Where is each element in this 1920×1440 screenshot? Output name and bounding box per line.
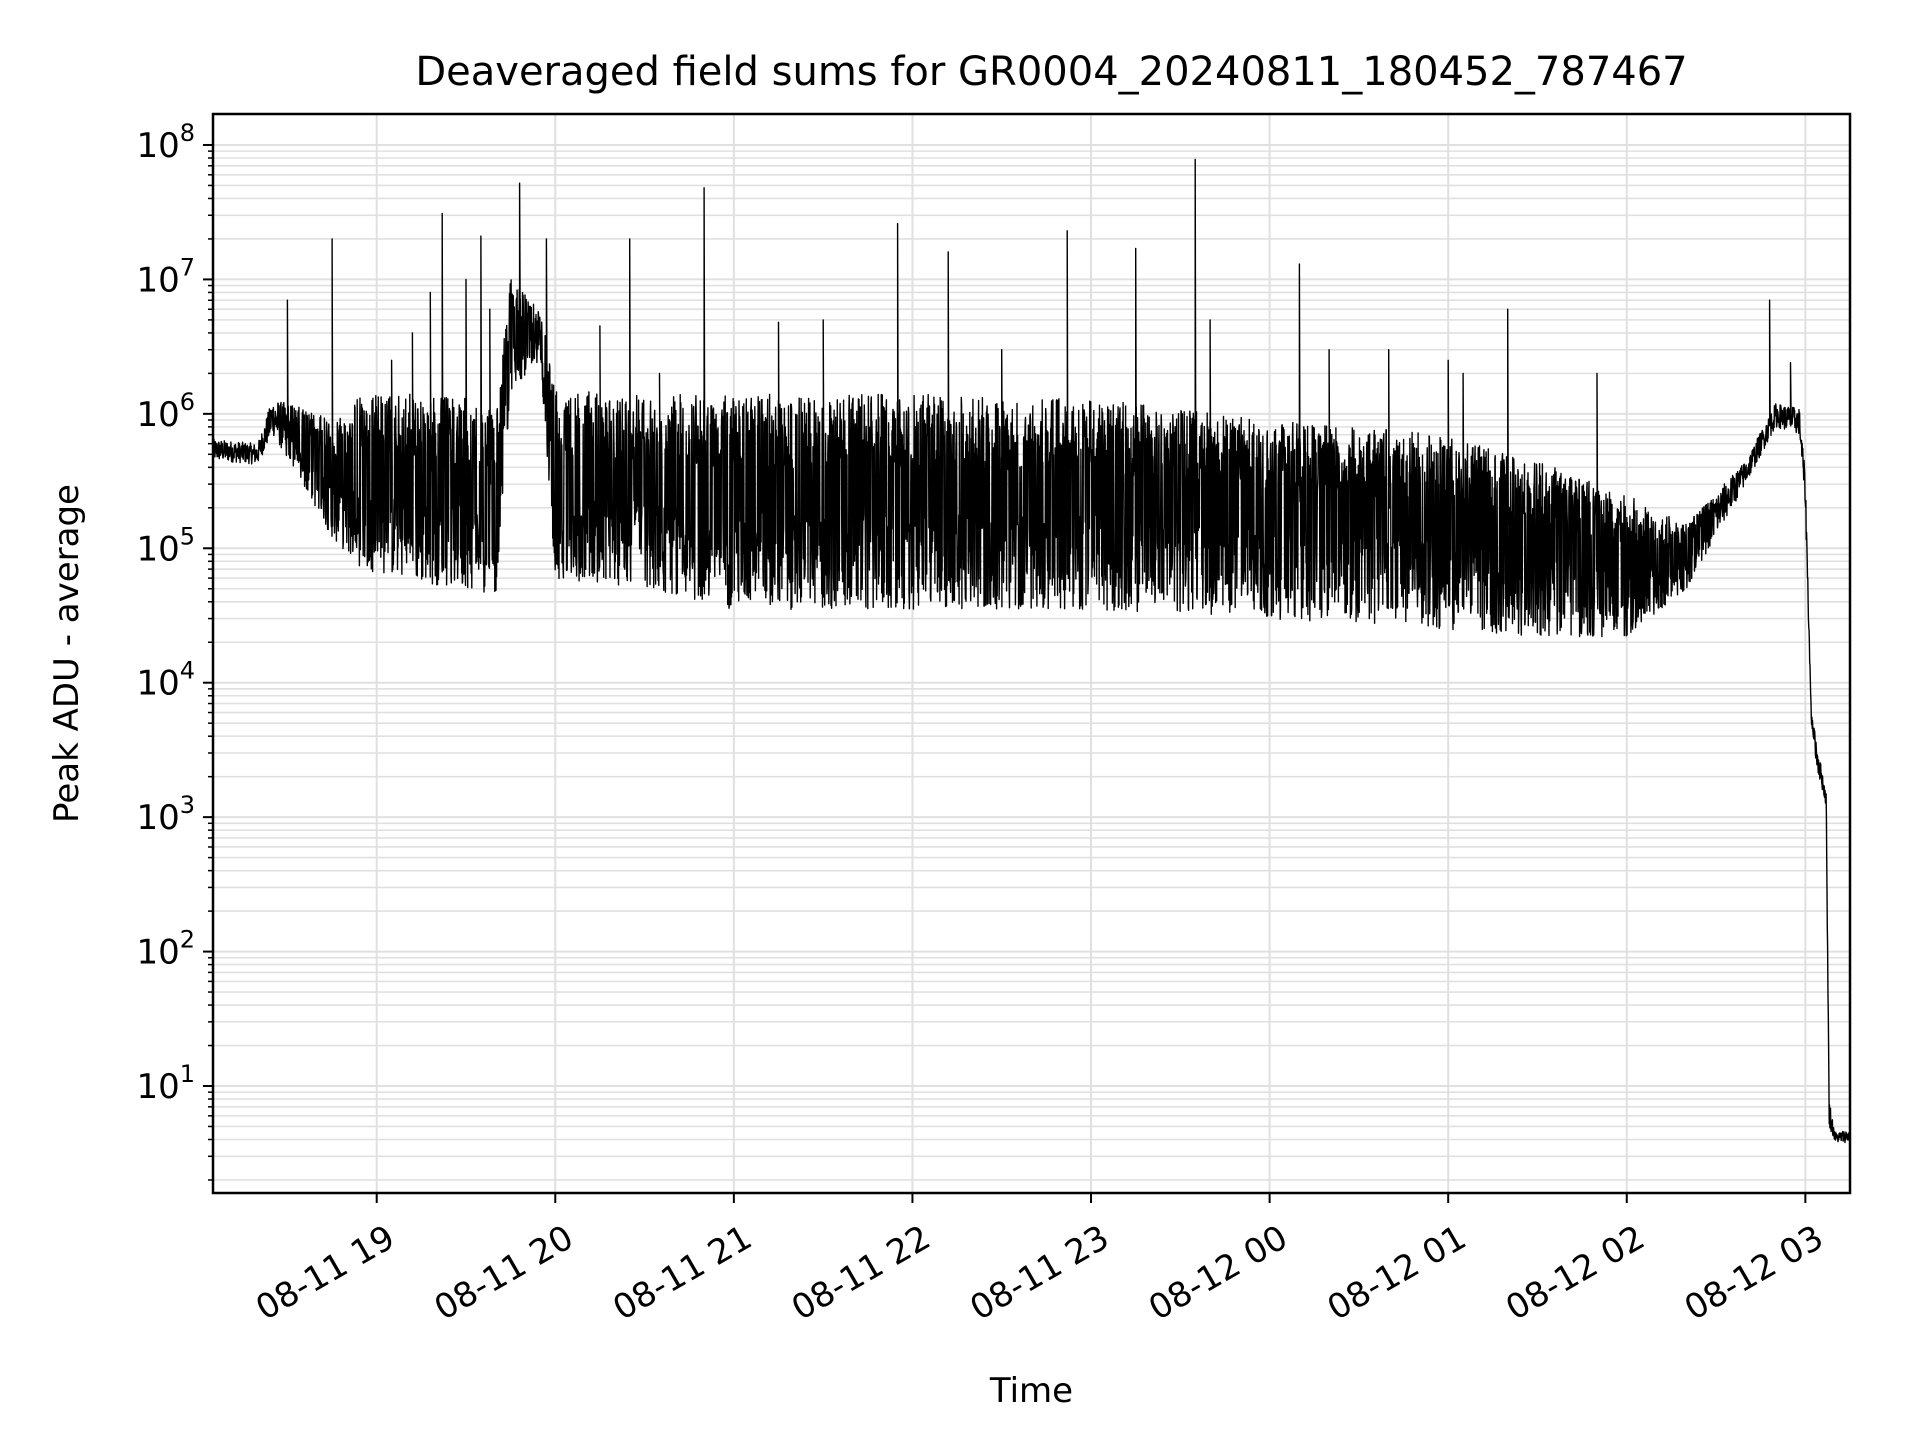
y-tick-label: 107 xyxy=(136,253,195,300)
y-tick-label: 102 xyxy=(136,926,195,973)
series-line xyxy=(212,158,1851,1144)
y-axis-ticks: 101 102 103 104 105 106 107 108 xyxy=(136,119,213,1181)
plot-frame xyxy=(211,112,1852,1195)
x-axis-label: Time xyxy=(989,1371,1073,1411)
y-tick-label: 108 xyxy=(136,119,195,166)
y-tick-label: 103 xyxy=(136,791,195,838)
grid-lines xyxy=(213,114,1850,1193)
data-layer xyxy=(212,158,1851,1144)
y-axis-label: Peak ADU - average xyxy=(47,484,87,823)
y-tick-label: 105 xyxy=(136,522,195,569)
y-tick-label: 101 xyxy=(136,1060,195,1107)
chart-title: Deaveraged field sums for GR0004_2024081… xyxy=(415,49,1687,95)
y-tick-label: 106 xyxy=(136,388,195,435)
y-tick-label: 104 xyxy=(136,657,195,704)
